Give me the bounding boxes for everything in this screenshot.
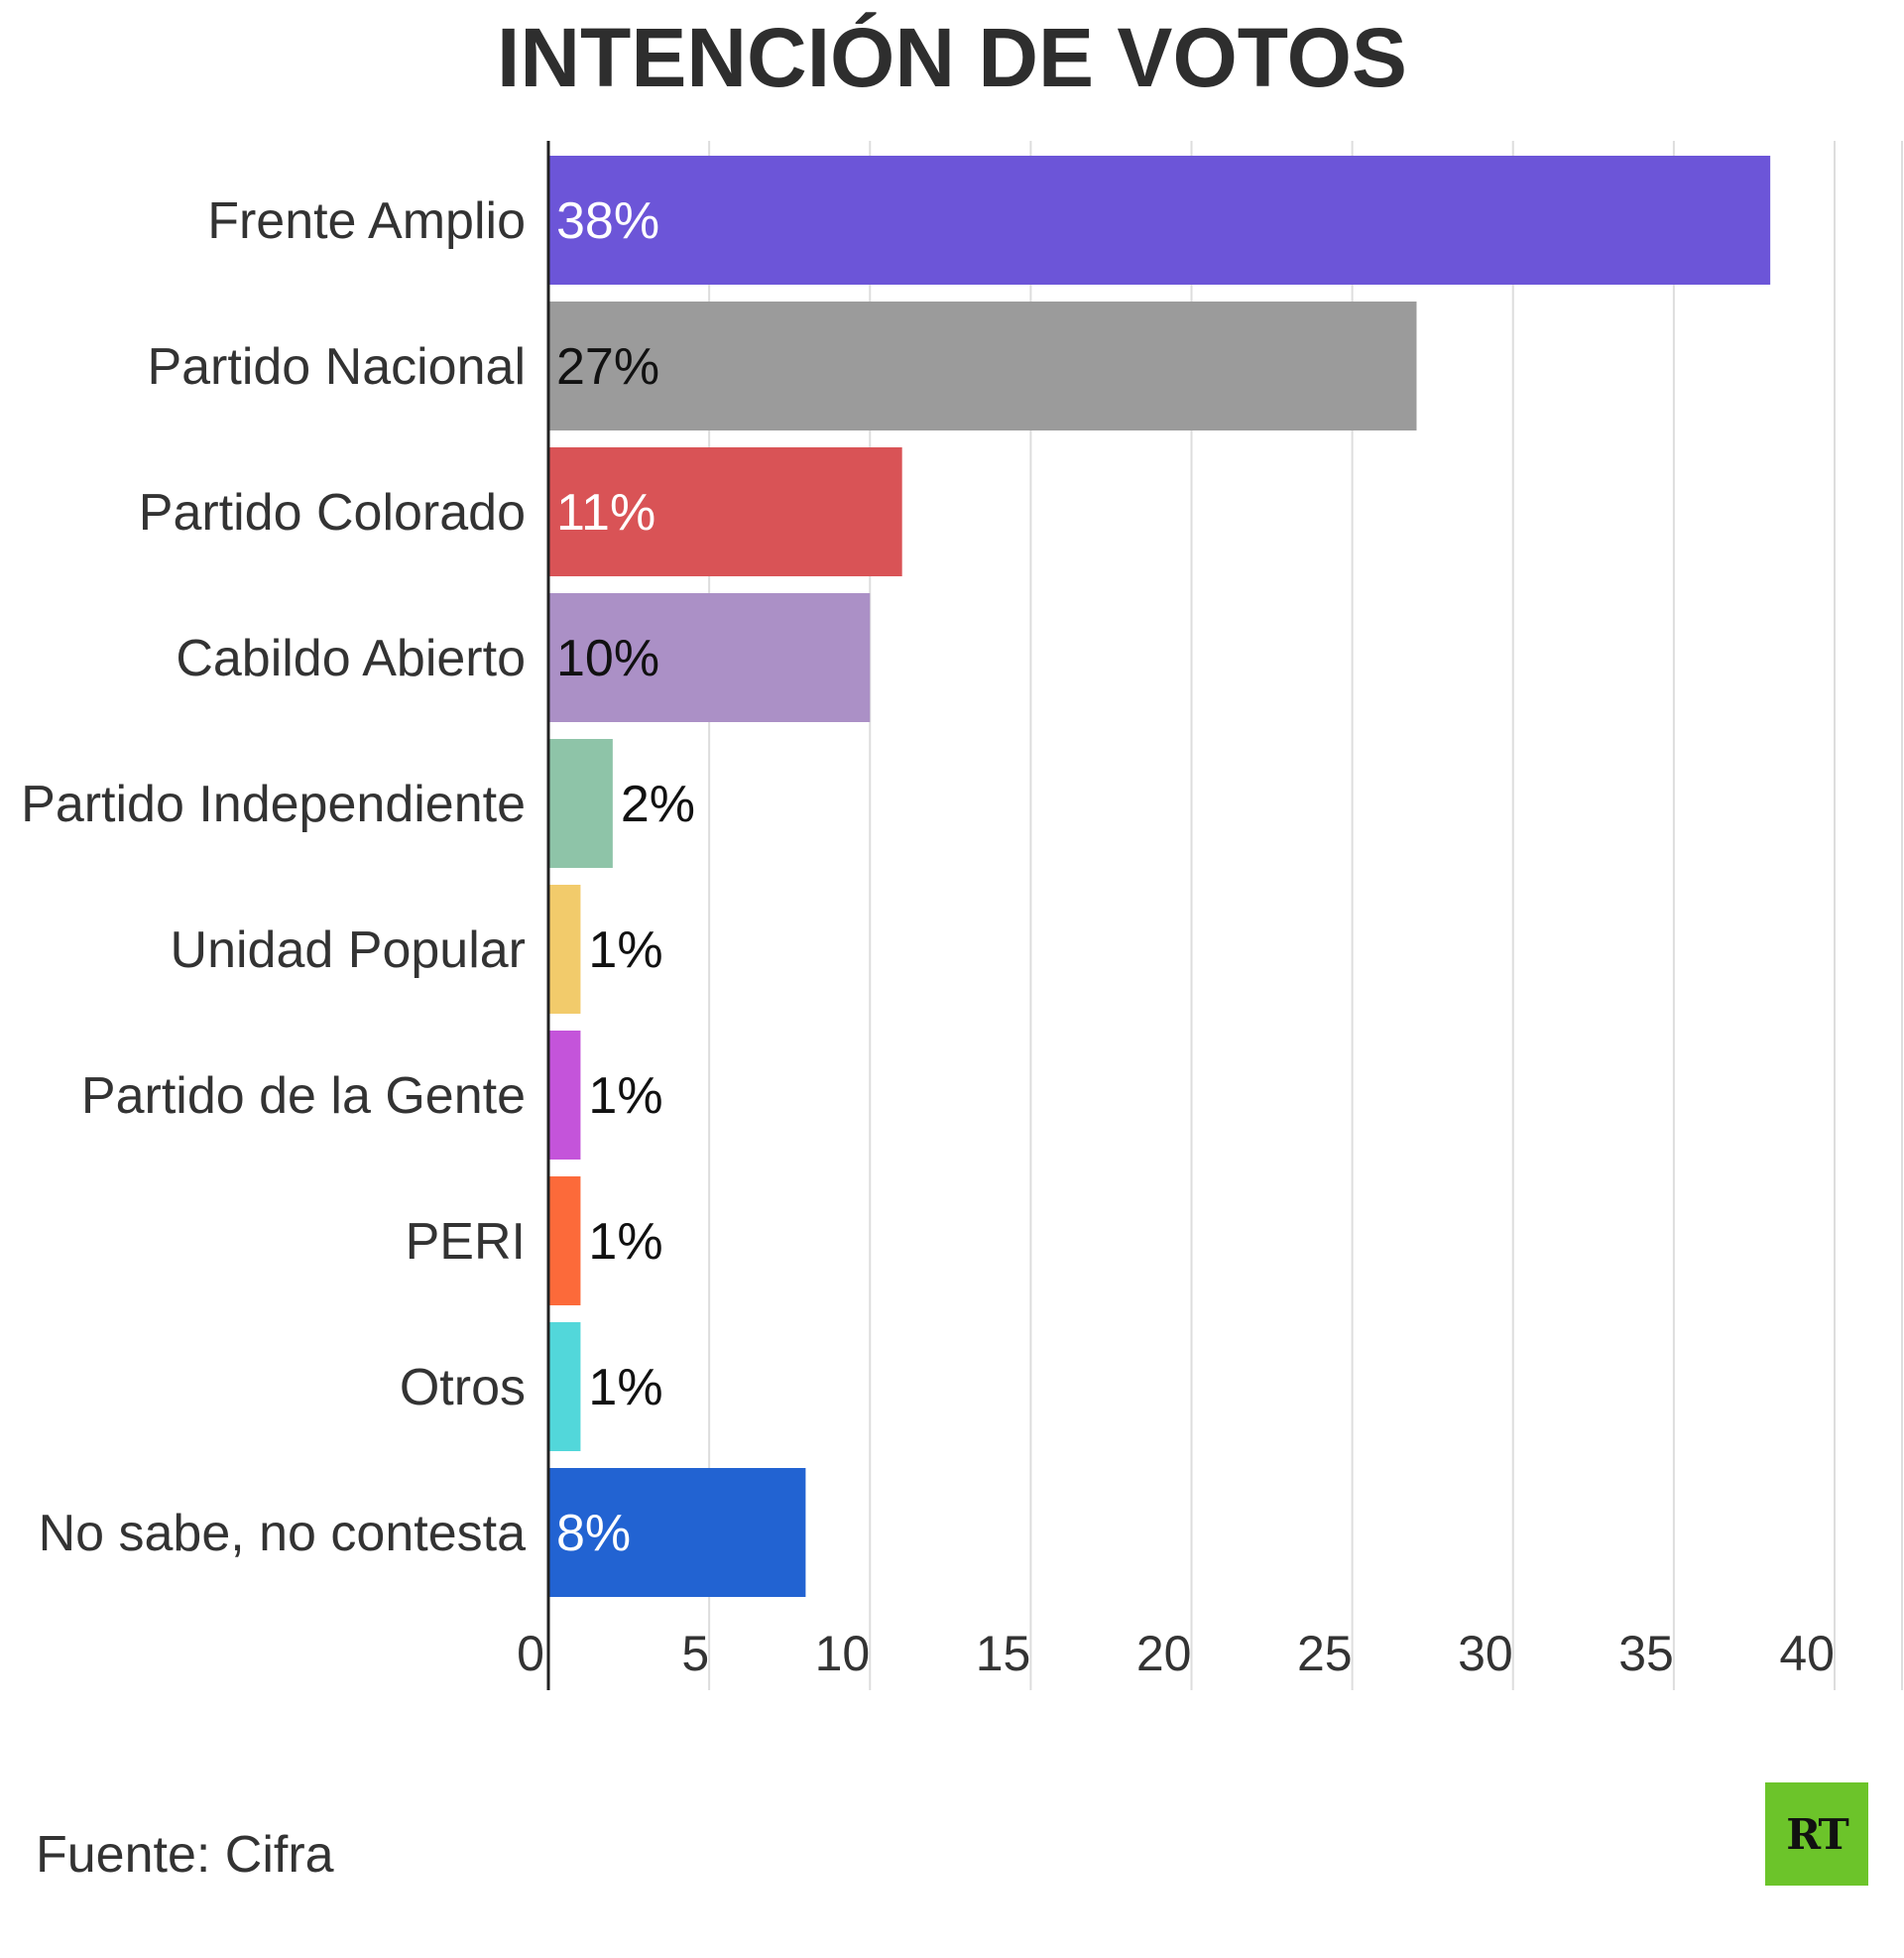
category-label: Partido Nacional xyxy=(147,338,526,396)
bar xyxy=(548,156,1771,285)
value-label: 1% xyxy=(588,1213,662,1271)
category-label: Frente Amplio xyxy=(207,192,526,250)
value-label: 1% xyxy=(588,921,662,979)
x-tick-label: 10 xyxy=(815,1626,871,1681)
bar xyxy=(548,1468,806,1597)
category-label: Partido Colorado xyxy=(139,484,526,542)
x-tick-label: 40 xyxy=(1779,1626,1835,1681)
rt-logo: RT xyxy=(1765,1782,1868,1886)
bar xyxy=(548,1031,581,1160)
category-label: Unidad Popular xyxy=(171,921,526,979)
value-label: 1% xyxy=(588,1067,662,1125)
x-tick-label: 15 xyxy=(976,1626,1031,1681)
bar xyxy=(548,1176,581,1305)
x-ticks: 0 5 10 15 20 25 30 35 40 xyxy=(517,1626,1835,1681)
x-tick-label: 20 xyxy=(1136,1626,1192,1681)
x-tick-label: 5 xyxy=(681,1626,709,1681)
category-label: Partido de la Gente xyxy=(81,1067,526,1125)
labels: Frente Amplio 38% Partido Nacional 27% Parti… xyxy=(21,192,695,1562)
bars xyxy=(548,156,1771,1597)
bar xyxy=(548,593,871,722)
bar xyxy=(548,447,902,576)
rt-logo-text: RT xyxy=(1786,1809,1848,1859)
source-note: Fuente: Cifra xyxy=(36,1826,334,1884)
category-label: Partido Independiente xyxy=(21,776,526,833)
x-tick-label: 0 xyxy=(517,1626,544,1681)
value-label: 27% xyxy=(556,338,659,396)
bar xyxy=(548,739,613,868)
value-label: 11% xyxy=(556,484,655,542)
value-label: 2% xyxy=(621,776,695,833)
bar xyxy=(548,302,1417,430)
value-label: 38% xyxy=(556,192,659,250)
value-label: 8% xyxy=(556,1505,631,1562)
category-label: Cabildo Abierto xyxy=(176,630,526,687)
value-label: 1% xyxy=(588,1359,662,1416)
category-label: No sabe, no contesta xyxy=(39,1505,527,1562)
category-label: PERI xyxy=(406,1213,526,1271)
x-tick-label: 25 xyxy=(1297,1626,1353,1681)
value-label: 10% xyxy=(556,630,659,687)
x-tick-label: 30 xyxy=(1458,1626,1513,1681)
chart-title: INTENCIÓN DE VOTOS xyxy=(497,11,1407,104)
bar xyxy=(548,1322,581,1451)
bar xyxy=(548,885,581,1014)
category-label: Otros xyxy=(400,1359,526,1416)
x-tick-label: 35 xyxy=(1618,1626,1674,1681)
